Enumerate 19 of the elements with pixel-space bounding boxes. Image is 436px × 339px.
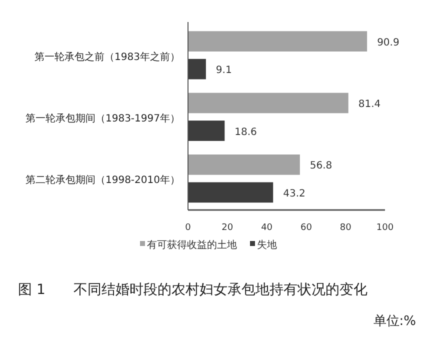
y-tick-label: 第二轮承包期间（1998-2010年）	[25, 174, 180, 186]
data-label: 9.1	[216, 65, 232, 76]
x-tick-label: 40	[261, 223, 273, 233]
x-tick-label: 100	[376, 223, 394, 233]
x-tick-label: 20	[222, 223, 234, 233]
x-tick-label: 60	[300, 223, 312, 233]
text: 单位:%	[373, 314, 416, 329]
data-label: 43.2	[283, 188, 306, 200]
y-tick-label: 第一轮承包之前（1983年之前）	[34, 50, 180, 63]
data-label: 56.8	[310, 160, 332, 172]
data-label: 81.4	[358, 99, 381, 110]
data-label: 18.6	[234, 126, 257, 138]
legend-label: 有可获得收益的土地	[147, 239, 237, 251]
x-tick-label: 0	[185, 223, 192, 233]
text: 图 1 不同结婚时段的农村妇女承包地持有状况的变化	[18, 282, 368, 298]
x-tick-label: 80	[340, 223, 352, 233]
legend-label: 失地	[257, 239, 277, 251]
y-tick-label: 第一轮承包期间（1983-1997年）	[25, 112, 180, 124]
data-label: 90.9	[377, 37, 400, 48]
